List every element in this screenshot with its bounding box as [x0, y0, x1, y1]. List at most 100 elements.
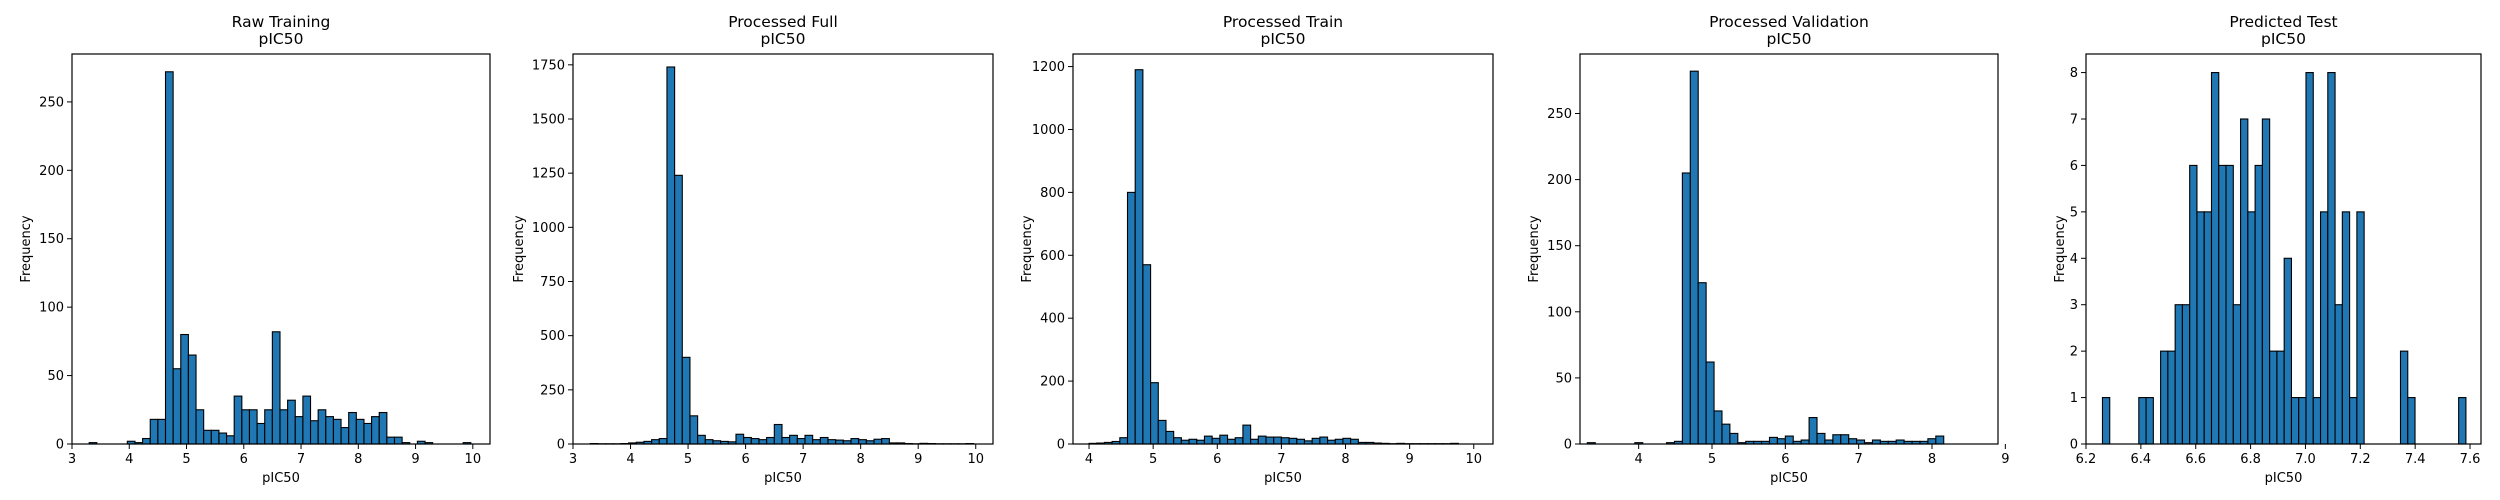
histogram-bar — [1265, 436, 1275, 445]
axes-frame — [1072, 53, 1494, 445]
y-tick-label: 600 — [1040, 249, 1065, 264]
histogram-bar — [743, 436, 752, 445]
histogram-bar — [2334, 304, 2343, 445]
histogram-bar — [332, 418, 342, 445]
histogram-bar — [789, 434, 798, 445]
histogram-bar — [355, 418, 365, 445]
x-tick-label: 7 — [799, 452, 807, 467]
histogram-bar — [210, 429, 220, 445]
y-tick-label: 0 — [2070, 438, 2078, 453]
chart-panel-3: 4 5 6 7 8 9 10 0 200 400 600 800 1000 1200 Processed T… — [1020, 13, 1494, 486]
histogram-bar — [1729, 432, 1739, 445]
histogram-bar — [309, 420, 319, 445]
y-tick-label: 250 — [540, 383, 565, 398]
y-tick-label: 1250 — [532, 167, 565, 182]
y-axis-label: Frequency — [1020, 215, 1035, 282]
x-tick-label: 5 — [1708, 452, 1716, 467]
x-tick-label: 8 — [354, 452, 362, 467]
x-tick-label: 6 — [1213, 452, 1221, 467]
histogram-bar — [1250, 438, 1259, 445]
x-tick-label: 4 — [1635, 452, 1643, 467]
histogram-bar — [2458, 397, 2467, 445]
histogram-bar — [689, 415, 699, 445]
x-tick-label: 7 — [1277, 452, 1285, 467]
chart-panel-4: 4 5 6 7 8 9 0 50 100 150 200 250 Processed Validatio… — [1527, 13, 2009, 486]
histogram-bar — [2218, 164, 2227, 445]
x-axis-label: pIC50 — [1770, 471, 1808, 486]
histogram-bar — [1848, 438, 1858, 445]
x-tick-label: 6.2 — [2076, 452, 2097, 467]
x-tick-label: 9 — [2001, 452, 2009, 467]
histogram-bar — [1234, 437, 1244, 445]
histogram-bar — [2276, 350, 2285, 445]
histogram-bar — [1226, 438, 1236, 445]
x-tick-label: 9 — [914, 452, 922, 467]
axes-frame — [1579, 53, 1999, 445]
histogram-bar — [1768, 436, 1778, 445]
y-tick-label: 3 — [2070, 298, 2078, 313]
histogram-bar — [858, 439, 867, 445]
y-axis-label: Frequency — [512, 215, 527, 282]
y-tick-label: 1000 — [1032, 123, 1065, 138]
histogram-bar — [697, 434, 706, 445]
x-tick-label: 3 — [569, 452, 577, 467]
histogram-bar — [1311, 437, 1321, 445]
histogram-bar — [1713, 410, 1723, 445]
histogram-bar — [340, 427, 350, 445]
y-tick-label: 200 — [1547, 173, 1572, 188]
histogram-bar — [819, 436, 829, 445]
x-axis-label: pIC50 — [764, 471, 802, 486]
x-tick-label: 9 — [1406, 452, 1414, 467]
histogram-bar — [1288, 437, 1298, 445]
x-axis-label: pIC50 — [262, 471, 300, 486]
histogram-bar — [1157, 419, 1167, 445]
chart-subtitle: pIC50 — [1261, 30, 1306, 48]
histogram-bar — [1697, 282, 1707, 445]
histogram-bar — [2189, 164, 2198, 445]
x-tick-label: 6.8 — [2240, 452, 2261, 467]
histogram-bar — [1319, 436, 1329, 445]
histogram-bar — [1342, 437, 1352, 445]
histogram-bar — [651, 439, 660, 445]
histogram-bar — [2196, 211, 2205, 445]
x-tick-label: 7.0 — [2295, 452, 2316, 467]
chart-subtitle: pIC50 — [761, 30, 806, 48]
chart-title: Processed Validation — [1709, 13, 1869, 31]
histogram-bar — [157, 418, 167, 445]
y-tick-label: 750 — [540, 275, 565, 290]
histogram-bar — [2225, 164, 2234, 445]
histogram-bar — [180, 333, 189, 445]
histogram-bar — [287, 399, 296, 445]
x-tick-label: 6 — [1781, 452, 1789, 467]
x-tick-label: 5 — [182, 452, 190, 467]
x-tick-label: 6.6 — [2185, 452, 2206, 467]
y-tick-label: 1000 — [532, 221, 565, 236]
histogram-bar — [233, 395, 243, 445]
histogram-bar — [2341, 211, 2351, 445]
y-tick-label: 0 — [1564, 438, 1572, 453]
x-axis-label: pIC50 — [1264, 471, 1302, 486]
x-tick-label: 10 — [967, 452, 984, 467]
x-tick-label: 10 — [1465, 452, 1482, 467]
histogram-bar — [264, 409, 273, 445]
histogram-bar — [735, 433, 745, 445]
chart-subtitle: pIC50 — [2261, 30, 2306, 48]
histogram-bar — [2269, 350, 2278, 445]
histogram-bar — [1840, 434, 1850, 445]
histogram-bar — [850, 438, 860, 445]
histogram-bar — [2138, 397, 2147, 445]
y-tick-label: 500 — [540, 329, 565, 344]
histogram-bar — [393, 436, 403, 445]
histogram-bar — [271, 331, 281, 445]
histogram-bar — [1334, 438, 1344, 445]
y-tick-label: 100 — [1547, 305, 1572, 320]
chart-panel-5: 6.2 6.4 6.6 6.8 7.0 7.2 7.4 7.6 0 1 2 3 4 5 6 7 8 Predict… — [2053, 13, 2482, 486]
histogram-bar — [325, 416, 334, 445]
histogram-bar — [279, 409, 289, 445]
y-tick-label: 1 — [2070, 391, 2078, 406]
x-tick-label: 8 — [857, 452, 865, 467]
histogram-bar — [781, 436, 791, 445]
y-tick-label: 200 — [1040, 375, 1065, 390]
histogram-bar — [1776, 438, 1786, 445]
x-tick-label: 4 — [1085, 452, 1093, 467]
